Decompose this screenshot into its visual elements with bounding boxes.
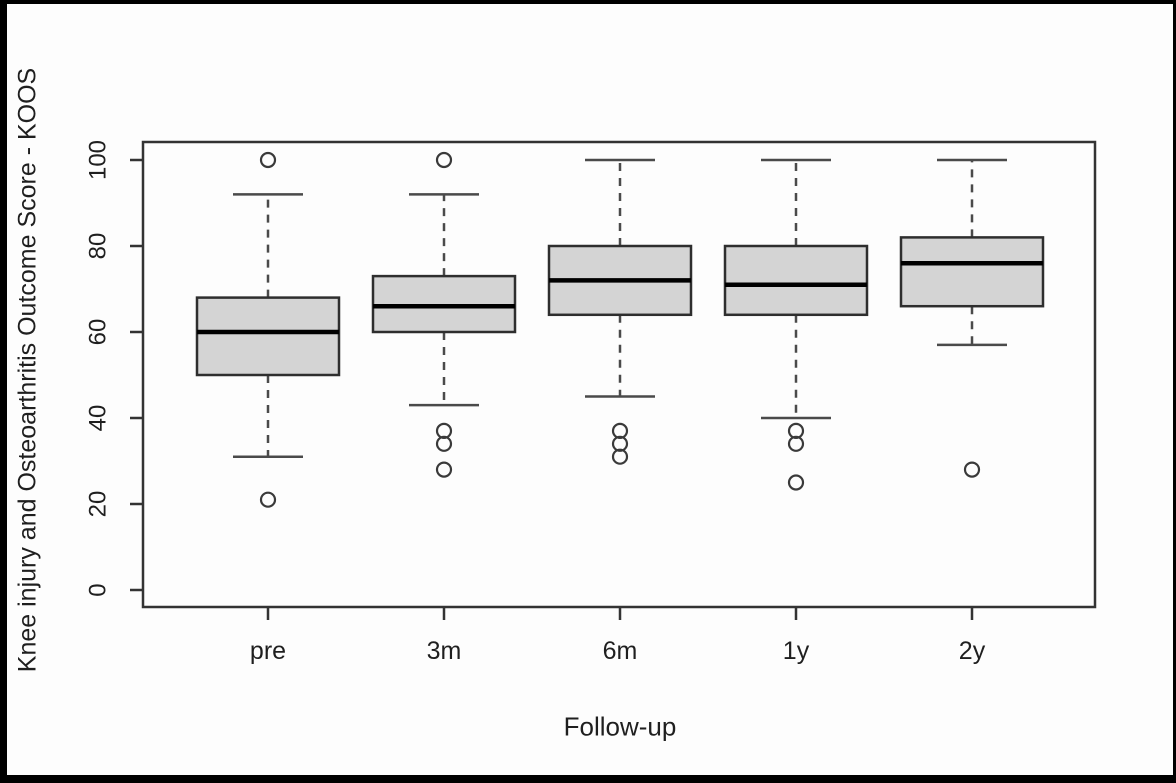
iqr-box — [195, 296, 341, 377]
y-axis-title: Knee injury and Osteoarthritis Outcome S… — [13, 67, 42, 673]
boxplot-pre — [195, 151, 341, 508]
boxplot-3m — [371, 151, 517, 478]
boxplot-1y — [723, 158, 869, 491]
outlier-point — [435, 151, 453, 169]
boxplot-chart: 0 20 40 60 80 100 pre 3m 6m 1y 2y — [85, 140, 1097, 665]
x-tick-label-2y: 2y — [959, 637, 986, 665]
iqr-box — [899, 236, 1045, 308]
x-tick-label-pre: pre — [250, 637, 286, 665]
y-tick-label: 40 — [85, 405, 112, 432]
outlier-point — [787, 422, 805, 439]
outlier-point — [435, 435, 453, 452]
x-tick-label-1y: 1y — [783, 637, 810, 665]
y-tick-label: 20 — [85, 491, 112, 518]
outlier-point — [611, 448, 629, 465]
y-tick-label: 80 — [85, 233, 112, 260]
outlier-point — [963, 461, 981, 478]
outlier-point — [259, 491, 277, 508]
x-tick-label-3m: 3m — [427, 637, 462, 665]
y-tick-label: 0 — [85, 583, 112, 596]
y-tick-label: 60 — [85, 319, 112, 346]
outlier-point — [611, 422, 629, 439]
y-tick-label: 100 — [85, 140, 112, 180]
outlier-point — [435, 422, 453, 439]
x-tick-label-6m: 6m — [603, 637, 638, 665]
outlier-point — [435, 461, 453, 478]
boxplot-6m — [547, 158, 693, 465]
outlier-point — [787, 474, 805, 491]
x-axis-title: Follow-up — [563, 711, 677, 742]
outlier-point — [787, 435, 805, 452]
iqr-box — [723, 244, 869, 317]
outlier-point — [259, 151, 277, 169]
boxplot-2y — [899, 158, 1045, 478]
plot-canvas: 0 20 40 60 80 100 pre 3m 6m 1y 2y Knee injury and … — [7, 4, 1173, 775]
